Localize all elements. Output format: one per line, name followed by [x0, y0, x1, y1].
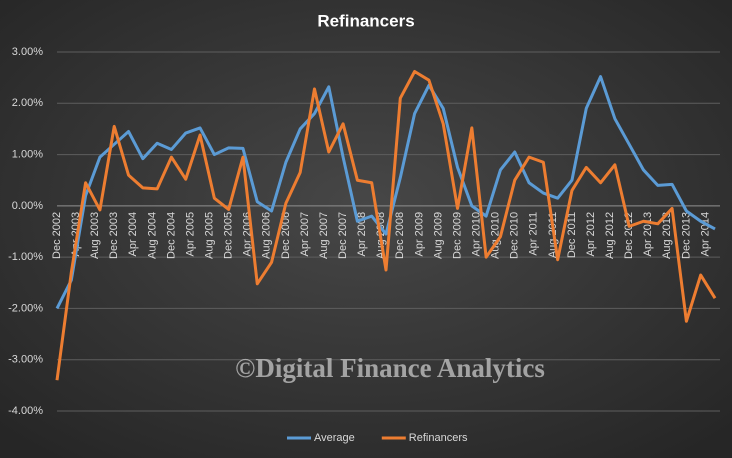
x-tick-label: Dec 2003: [108, 212, 120, 259]
legend-label: Refinancers: [409, 432, 468, 444]
x-tick-label: Dec 2010: [509, 212, 521, 259]
x-tick-label: Dec 2002: [51, 212, 63, 259]
x-tick-label: Apr 2011: [528, 212, 540, 256]
y-tick-label: -3.00%: [8, 354, 43, 366]
y-tick-label: 2.00%: [12, 97, 43, 109]
x-tick-label: Apr 2004: [127, 212, 139, 257]
x-axis: Dec 2002 Apr 2003 Aug 2003 Dec 2003 Apr 2004…: [51, 205, 720, 259]
x-tick-label: Aug 2007: [318, 212, 330, 259]
x-tick-label: Aug 2005: [203, 212, 215, 259]
x-tick-label: Dec 2012: [623, 212, 635, 259]
legend-label: Average: [314, 432, 355, 444]
series-line: [55, 75, 716, 310]
x-tick-label: Aug 2012: [604, 212, 616, 259]
y-tick-label: -2.00%: [8, 302, 43, 314]
watermark: ©Digital Finance Analytics: [235, 353, 545, 383]
legend: Average Refinancers: [287, 432, 468, 444]
plot: [55, 69, 717, 381]
x-tick-label: Apr 2009: [413, 212, 425, 257]
y-tick-label: -4.00%: [8, 405, 43, 417]
x-tick-label: Dec 2009: [451, 212, 463, 259]
x-tick-label: Apr 2005: [184, 212, 196, 257]
x-tick-label: Dec 2011: [566, 212, 578, 258]
x-tick-label: Aug 2003: [89, 212, 101, 259]
x-tick-label: Apr 2012: [585, 212, 597, 257]
y-tick-label: 3.00%: [12, 46, 43, 58]
x-tick-label: Apr 2014: [699, 212, 711, 257]
x-tick-label: Aug 2013: [661, 212, 673, 259]
x-tick-label: Aug 2009: [432, 212, 444, 259]
x-tick-label: Apr 2013: [642, 212, 654, 257]
y-tick-label: 0.00%: [12, 200, 43, 212]
x-tick-label: Dec 2008: [394, 212, 406, 259]
x-tick-label: Apr 2010: [471, 212, 483, 257]
y-tick-label: -1.00%: [8, 251, 43, 263]
y-tick-label: 1.00%: [12, 148, 43, 160]
x-tick-label: Apr 2008: [356, 212, 368, 257]
x-tick-label: Dec 2004: [165, 212, 177, 259]
chart-title: Refinancers: [317, 11, 414, 30]
x-tick-label: Dec 2006: [280, 212, 292, 259]
x-tick-label: Dec 2013: [680, 212, 692, 259]
series-line: [55, 69, 717, 381]
x-tick-label: Aug 2004: [146, 212, 158, 259]
x-tick-label: Dec 2005: [223, 212, 235, 259]
x-tick-label: Aug 2006: [261, 212, 273, 259]
x-tick-label: Dec 2007: [337, 212, 349, 259]
x-tick-label: Apr 2007: [299, 212, 311, 257]
